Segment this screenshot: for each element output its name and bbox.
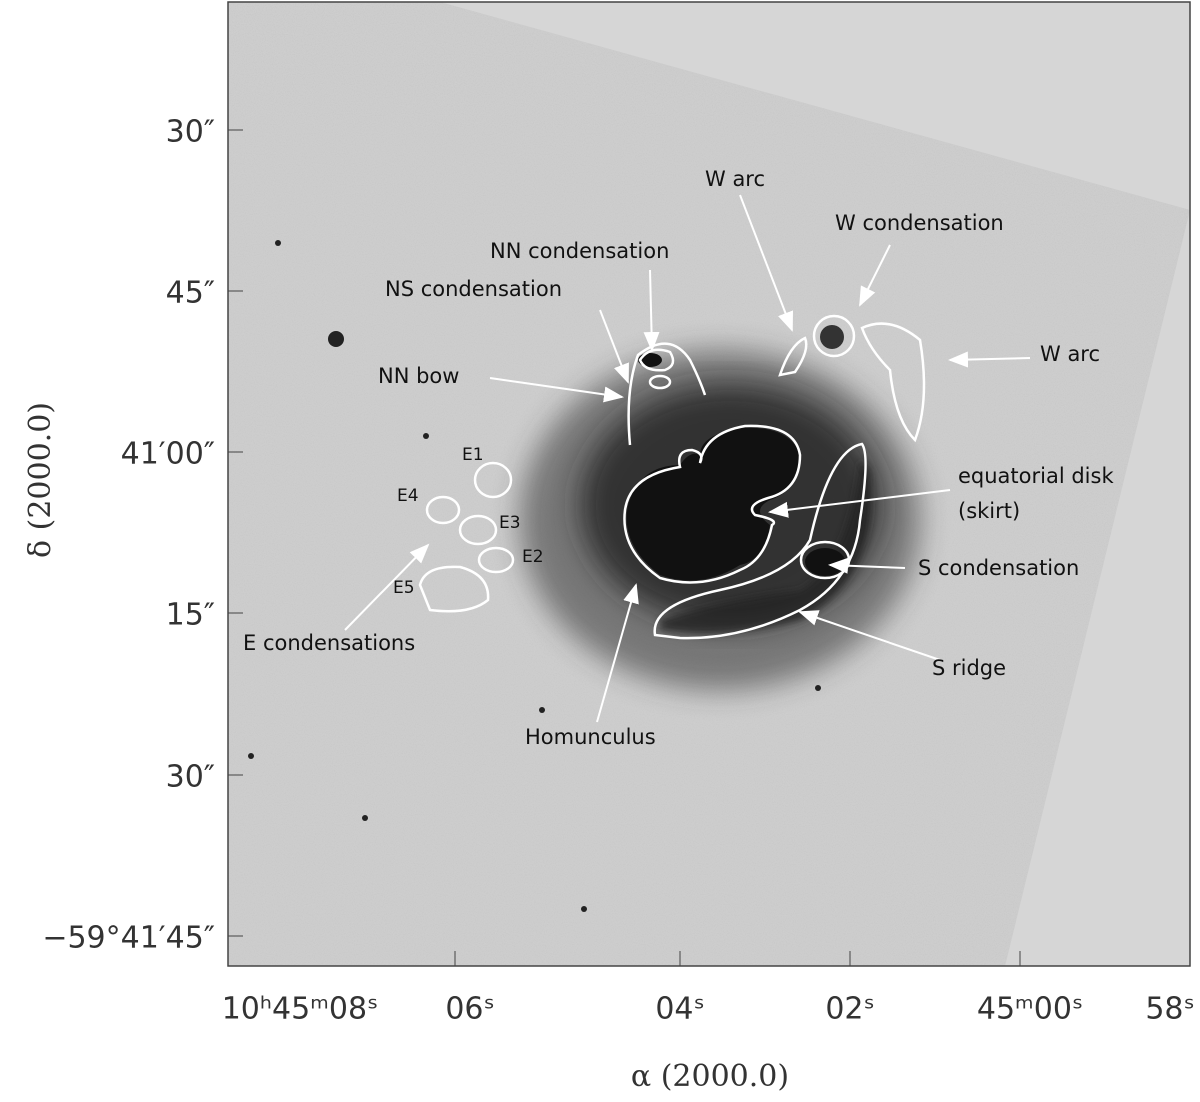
y-axis-title: δ (2000.0): [23, 402, 58, 558]
x-tick-label: 45ᵐ00ˢ: [977, 992, 1083, 1027]
annotation: E3: [499, 513, 521, 533]
contours: [418, 314, 926, 640]
x-tick-label: 06ˢ: [445, 992, 494, 1027]
annotation: E1: [462, 445, 484, 465]
annotation: NS condensation: [385, 277, 562, 301]
annotation: S ridge: [932, 656, 1006, 680]
y-tick-label: 45″: [166, 276, 215, 311]
annotation: W arc: [1040, 342, 1100, 366]
arrows: [344, 194, 1031, 723]
y-ticks: [228, 129, 243, 937]
annotations: W arc W condensation NN condensation NS …: [243, 167, 1114, 749]
annotation: (skirt): [958, 499, 1020, 523]
x-ticks: [454, 951, 1021, 966]
annotation: equatorial disk: [958, 464, 1114, 488]
annotation: W arc: [705, 167, 765, 191]
y-tick-label: −59°41′45″: [42, 921, 215, 956]
y-tick-label: 30″: [166, 760, 215, 795]
annotation: W condensation: [835, 211, 1004, 235]
x-axis-title: α (2000.0): [631, 1059, 789, 1094]
annotation: NN bow: [378, 364, 459, 388]
x-tick-label: 04ˢ: [655, 992, 704, 1027]
y-tick-label: 15″: [166, 598, 215, 633]
annotation: E2: [522, 547, 544, 567]
plot-frame: [227, 1, 1191, 967]
annotation: S condensation: [918, 556, 1079, 580]
x-tick-label: 02ˢ: [825, 992, 874, 1027]
annotation: E4: [397, 486, 419, 506]
y-tick-label: 30″: [166, 115, 215, 150]
x-tick-label: 58ˢ: [1145, 992, 1194, 1027]
x-tick-label: 10ʰ45ᵐ08ˢ: [222, 992, 379, 1027]
annotation: E5: [393, 578, 415, 598]
annotation: Homunculus: [525, 725, 656, 749]
y-tick-label: 41′00″: [121, 437, 215, 472]
annotation: NN condensation: [490, 239, 669, 263]
annotation: E condensations: [243, 631, 415, 655]
